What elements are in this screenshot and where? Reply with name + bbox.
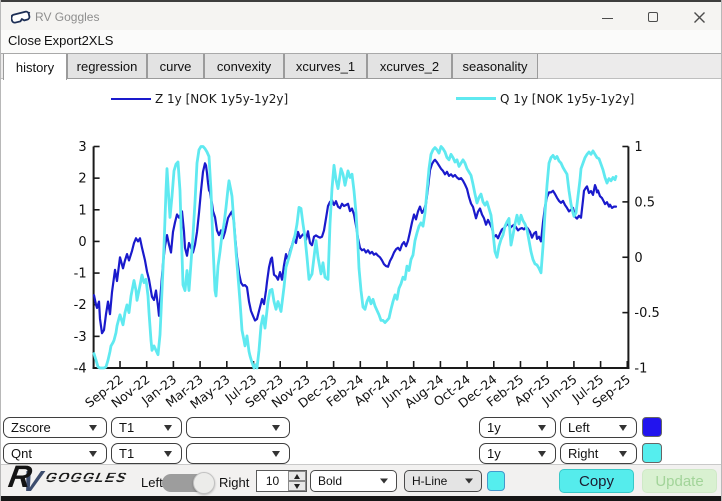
series1-extra-combo[interactable] (186, 417, 290, 438)
tab-xcurves-1[interactable]: xcurves_1 (284, 54, 367, 79)
app-logo: V R GOGGLES (6, 459, 131, 498)
dropdown-arrow-icon (164, 450, 172, 457)
copy-button[interactable]: Copy (559, 469, 634, 493)
menu-item-close[interactable]: Close (8, 33, 42, 48)
spinner-down-button[interactable] (288, 481, 306, 491)
tab-strip: history regression curve convexity xcurv… (1, 53, 721, 80)
toggle-right-label: Right (219, 475, 250, 490)
toggle-left-label: Left (141, 475, 163, 490)
svg-text:-1: -1 (74, 267, 87, 282)
dropdown-arrow-icon (619, 424, 627, 431)
maximize-icon (648, 12, 658, 22)
dropdown-arrow-icon (272, 424, 280, 431)
series1-color-swatch[interactable] (642, 417, 662, 437)
close-button[interactable] (682, 2, 716, 32)
chart: 3210-1-2-3-410.50-0.5-1Sep-22Nov-22Jan-2… (74, 140, 660, 412)
series2-axis-value: Right (568, 446, 599, 461)
series1-tenor-combo[interactable]: 1y (479, 417, 556, 438)
dropdown-arrow-icon (380, 478, 388, 484)
series1-type-combo[interactable]: Zscore (3, 417, 107, 438)
svg-text:3: 3 (78, 140, 86, 155)
svg-text:0: 0 (78, 235, 86, 250)
dropdown-arrow-icon (89, 424, 97, 431)
tab-xcurves-2[interactable]: xcurves_2 (367, 54, 452, 79)
series1-t1-combo[interactable]: T1 (111, 417, 182, 438)
series1-t1-value: T1 (119, 420, 135, 435)
spinner-value: 10 (265, 474, 280, 488)
line-style-combo[interactable]: H-Line (404, 470, 482, 492)
svg-text:1: 1 (634, 140, 642, 155)
legend-line-z (111, 97, 151, 100)
legend-item-q: Q 1y [NOK 1y5y-1y2y] (456, 91, 635, 106)
svg-text:-2: -2 (74, 298, 87, 313)
legend-label-q: Q 1y [NOK 1y5y-1y2y] (500, 91, 635, 106)
close-icon (693, 11, 705, 23)
series2-type-combo[interactable]: Qnt (3, 443, 107, 464)
series1-type-value: Zscore (11, 420, 51, 435)
series2-t1-value: T1 (119, 446, 135, 461)
series2-color-swatch[interactable] (642, 443, 662, 463)
series2-extra-combo[interactable] (186, 443, 290, 464)
bottom-edge (1, 496, 721, 501)
window-title: RV Goggles (35, 10, 100, 24)
series2-t1-combo[interactable]: T1 (111, 443, 182, 464)
dropdown-arrow-icon (538, 450, 546, 457)
font-weight-combo[interactable]: Bold (310, 470, 397, 492)
app-icon (11, 10, 31, 24)
line-style-value: H-Line (412, 474, 448, 488)
svg-text:-4: -4 (74, 362, 87, 377)
tab-history[interactable]: history (3, 54, 67, 80)
dropdown-arrow-icon (272, 450, 280, 457)
minimize-button[interactable] (590, 2, 624, 32)
series1-axis-combo[interactable]: Left (560, 417, 637, 438)
axis-toggle-knob[interactable] (193, 472, 215, 494)
svg-text:0.5: 0.5 (634, 195, 655, 210)
dropdown-arrow-icon (465, 478, 473, 484)
tab-seasonality[interactable]: seasonality (452, 54, 538, 79)
dropdown-arrow-icon (538, 424, 546, 431)
series2-type-value: Qnt (11, 446, 32, 461)
minimize-icon (601, 17, 613, 19)
series1-tenor-value: 1y (487, 420, 501, 435)
svg-text:2: 2 (78, 172, 86, 187)
update-button[interactable]: Update (642, 469, 717, 493)
series2-tenor-value: 1y (487, 446, 501, 461)
dropdown-arrow-icon (619, 450, 627, 457)
dropdown-arrow-icon (89, 450, 97, 457)
maximize-button[interactable] (636, 2, 670, 32)
down-arrow-icon (294, 483, 300, 489)
series2-axis-combo[interactable]: Right (560, 443, 637, 464)
menu-item-export2xls[interactable]: Export2XLS (44, 33, 114, 48)
tab-curve[interactable]: curve (147, 54, 204, 79)
logo-text: GOGGLES (44, 469, 130, 485)
legend-label-z: Z 1y [NOK 1y5y-1y2y] (155, 91, 289, 106)
font-weight-value: Bold (318, 474, 343, 488)
svg-text:1: 1 (78, 203, 86, 218)
tab-regression[interactable]: regression (67, 54, 147, 79)
svg-text:0: 0 (634, 251, 642, 266)
title-bar: RV Goggles (1, 0, 721, 32)
tab-convexity[interactable]: convexity (204, 54, 284, 79)
hline-color-swatch[interactable] (487, 471, 505, 491)
menu-bar: Close Export2XLS (1, 30, 721, 53)
dropdown-arrow-icon (164, 424, 172, 431)
size-spinner[interactable]: 10 (256, 470, 307, 492)
svg-text:-1: -1 (634, 362, 647, 377)
series2-tenor-combo[interactable]: 1y (479, 443, 556, 464)
spinner-up-button[interactable] (288, 471, 306, 481)
series1-axis-value: Left (568, 420, 590, 435)
up-arrow-icon (294, 473, 300, 479)
legend-item-z: Z 1y [NOK 1y5y-1y2y] (111, 91, 289, 106)
legend-line-q (456, 97, 496, 100)
svg-text:-3: -3 (74, 330, 87, 345)
svg-text:-0.5: -0.5 (634, 306, 659, 321)
